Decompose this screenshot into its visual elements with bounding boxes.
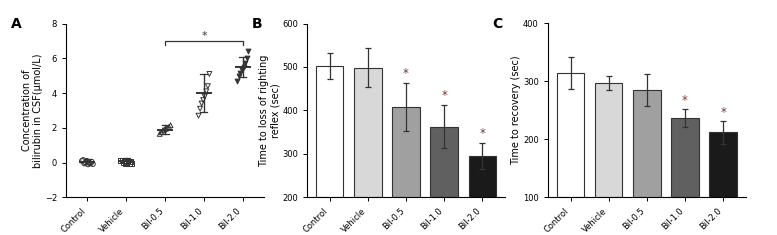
Bar — [430, 126, 458, 197]
Text: *: * — [720, 106, 726, 119]
Point — [78, 162, 91, 165]
Bar — [633, 90, 660, 197]
Point — [239, 62, 252, 65]
Point — [153, 132, 166, 136]
Point — [83, 161, 96, 164]
Point — [159, 128, 171, 131]
Point — [115, 159, 127, 163]
Point — [116, 158, 128, 162]
Text: B: B — [252, 16, 262, 31]
Point — [236, 69, 249, 72]
Point — [81, 159, 93, 163]
Y-axis label: Concentration of
bilirubin in CSF(μmol/L): Concentration of bilirubin in CSF(μmol/L… — [22, 53, 44, 168]
Point — [199, 95, 211, 98]
Bar — [316, 66, 343, 197]
Point — [197, 98, 210, 102]
Text: *: * — [479, 127, 486, 141]
Bar — [671, 118, 699, 197]
Point — [120, 162, 132, 165]
Point — [162, 126, 174, 130]
Point — [82, 162, 94, 166]
Text: *: * — [682, 94, 688, 107]
Point — [165, 123, 177, 127]
Point — [155, 130, 168, 134]
Text: A: A — [11, 16, 21, 31]
Point — [124, 159, 137, 163]
Point — [120, 160, 133, 164]
Point — [77, 158, 89, 162]
Bar — [469, 156, 496, 197]
Text: *: * — [441, 89, 447, 102]
Point — [235, 71, 247, 75]
Text: C: C — [493, 16, 503, 31]
Bar — [595, 83, 622, 197]
Bar — [392, 107, 420, 197]
Point — [122, 159, 134, 162]
Bar — [557, 73, 584, 197]
Y-axis label: Time to loss of righting
reflex (sec): Time to loss of righting reflex (sec) — [259, 54, 280, 167]
Bar — [709, 133, 737, 197]
Point — [203, 72, 215, 76]
Point — [241, 56, 253, 60]
Point — [76, 159, 88, 163]
Point — [160, 127, 172, 131]
Point — [156, 129, 169, 132]
Point — [196, 102, 208, 105]
Point — [87, 162, 99, 166]
Point — [202, 84, 214, 88]
Point — [194, 107, 207, 111]
Point — [232, 79, 244, 83]
Point — [237, 65, 249, 69]
Point — [123, 162, 135, 166]
Point — [118, 159, 131, 163]
Point — [200, 90, 212, 93]
Y-axis label: Time to recovery (sec): Time to recovery (sec) — [511, 56, 521, 165]
Point — [79, 161, 92, 164]
Point — [126, 161, 138, 165]
Text: *: * — [403, 67, 409, 80]
Point — [84, 162, 96, 165]
Point — [117, 161, 130, 164]
Bar — [354, 68, 382, 197]
Point — [233, 74, 246, 78]
Point — [242, 49, 255, 53]
Point — [163, 125, 176, 129]
Point — [193, 114, 205, 118]
Text: *: * — [201, 31, 207, 41]
Point — [85, 160, 98, 164]
